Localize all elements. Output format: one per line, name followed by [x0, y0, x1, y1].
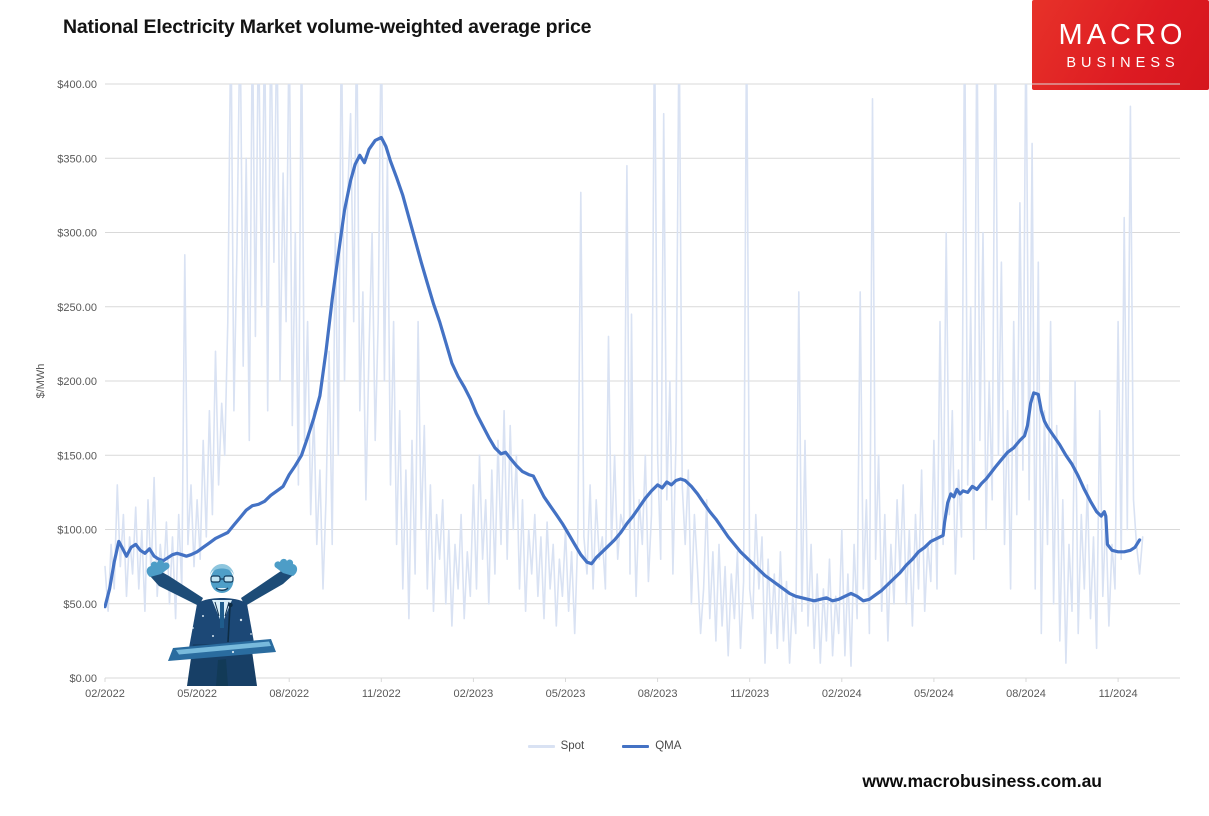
y-axis-title: $/MWh [35, 364, 47, 399]
logo-text-macro: MACRO [1058, 19, 1187, 51]
spot-line [104, 84, 1144, 667]
x-axis-tick-label: 05/2022 [177, 688, 217, 700]
lectern-stem [216, 659, 228, 686]
confetti-specks [192, 615, 252, 654]
x-axis-tick-label: 05/2023 [546, 688, 586, 700]
politician-image [146, 558, 298, 686]
x-axis-tick-label: 08/2024 [1006, 688, 1046, 700]
y-axis-tick-label: $200.00 [57, 376, 97, 388]
qma-line-swatch-icon [622, 744, 650, 748]
legend-label-spot: Spot [560, 740, 585, 752]
x-axis-tick-label: 02/2022 [85, 688, 125, 700]
footer-url: www.macrobusiness.com.au [862, 771, 1102, 791]
right-arm [241, 569, 293, 606]
left-arm [150, 571, 203, 606]
x-axis-tick-label: 11/2022 [362, 688, 401, 700]
lectern-highlight [176, 641, 271, 655]
x-axis-tick-label: 08/2023 [638, 688, 678, 700]
chart-svg: $0.00 $50.00 $100.00 $150.00 $200.00 $250.00 $… [35, 79, 1180, 700]
x-axis-tick-label: 11/2023 [730, 688, 769, 700]
legend-label-qma: QMA [655, 740, 682, 752]
y-axis-tick-label: $400.00 [57, 79, 97, 91]
mic-stand [227, 605, 231, 643]
mic-head [228, 602, 233, 608]
x-axis-tick-label: 08/2022 [269, 688, 309, 700]
x-axis-tick-label: 02/2024 [822, 688, 862, 700]
lanyard [214, 601, 230, 617]
head [210, 567, 234, 593]
y-axis-tick-label: $0.00 [69, 673, 97, 685]
x-axis-tick-label: 02/2023 [454, 688, 494, 700]
x-axis-tick-label: 05/2024 [914, 688, 954, 700]
glasses-right-lens [223, 575, 234, 583]
y-axis-tick-label: $300.00 [57, 228, 97, 240]
left-hand [146, 560, 170, 577]
qma-line [104, 135, 1142, 609]
right-hand [274, 558, 298, 576]
smile [215, 587, 229, 591]
hair [210, 564, 234, 576]
y-axis-tick-label: $150.00 [57, 450, 97, 462]
spot-line-swatch-icon [527, 744, 555, 748]
y-axis-tick-label: $350.00 [57, 153, 97, 165]
legend-item-spot: Spot [527, 740, 585, 752]
page-title: National Electricity Market volume-weigh… [63, 16, 592, 38]
glasses-left-lens [210, 575, 221, 583]
plot-area [104, 84, 1144, 667]
y-axis-tick-label: $50.00 [63, 599, 97, 611]
x-axis-tick-label: 11/2024 [1099, 688, 1138, 700]
y-axis-tick-label: $250.00 [57, 302, 97, 314]
y-axis-tick-label: $100.00 [57, 525, 97, 537]
legend-item-qma: QMA [622, 740, 681, 752]
logo-text-business: BUSINESS [1066, 55, 1180, 71]
macrobusiness-logo: MACRO BUSINESS [1032, 0, 1209, 90]
chart-legend: Spot QMA [0, 740, 1209, 752]
tie [220, 602, 224, 628]
